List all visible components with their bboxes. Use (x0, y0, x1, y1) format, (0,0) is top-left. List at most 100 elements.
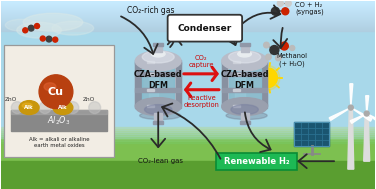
Ellipse shape (52, 21, 94, 35)
Circle shape (276, 55, 281, 61)
Bar (2, 17, 374, 18)
Circle shape (265, 54, 271, 60)
Ellipse shape (222, 51, 267, 71)
Circle shape (364, 111, 369, 116)
Text: ZnO: ZnO (83, 97, 95, 102)
Bar (2, 131, 374, 133)
Polygon shape (351, 108, 372, 121)
Bar (153, 122, 163, 125)
Text: Alk = alkali or alkaline
earth metal oxides: Alk = alkali or alkaline earth metal oxi… (29, 136, 89, 148)
Circle shape (270, 46, 279, 54)
Bar (2, 137, 374, 139)
Circle shape (35, 23, 39, 29)
Bar (233, 105, 240, 107)
Bar (2, 13, 374, 14)
Bar (294, 122, 329, 146)
Circle shape (277, 0, 283, 6)
Bar (147, 105, 154, 107)
Bar (2, 11, 374, 12)
Bar (153, 43, 163, 46)
Ellipse shape (238, 51, 252, 57)
Polygon shape (366, 96, 369, 114)
Bar (2, 10, 374, 11)
Bar (2, 19, 374, 20)
FancyBboxPatch shape (168, 15, 242, 42)
Text: Alk: Alk (58, 105, 68, 110)
Bar (233, 61, 240, 63)
Bar (2, 139, 374, 141)
Bar (240, 43, 250, 46)
Bar (222, 62, 227, 106)
Bar (176, 62, 181, 106)
Bar (2, 16, 374, 17)
Bar (2, 22, 374, 23)
Text: CO + H₂
(syngas): CO + H₂ (syngas) (295, 2, 324, 15)
Bar (135, 104, 181, 108)
Polygon shape (329, 108, 351, 120)
Bar (222, 88, 267, 92)
Bar (2, 8, 374, 9)
Ellipse shape (135, 98, 181, 115)
Polygon shape (350, 84, 353, 108)
Bar (2, 139, 374, 189)
Bar (240, 122, 250, 125)
Bar (294, 122, 329, 146)
Text: Condenser: Condenser (178, 24, 232, 33)
Bar (241, 44, 249, 52)
Bar (2, 129, 374, 131)
Bar (2, 26, 374, 27)
Ellipse shape (142, 51, 174, 63)
FancyBboxPatch shape (216, 153, 297, 170)
Bar (2, 2, 374, 3)
Bar (233, 73, 240, 75)
Bar (2, 18, 374, 19)
Text: Alk: Alk (24, 105, 34, 110)
Bar (222, 60, 267, 64)
Bar (229, 68, 261, 99)
Circle shape (282, 8, 289, 15)
Circle shape (28, 25, 34, 31)
Bar (2, 28, 374, 29)
Circle shape (67, 102, 79, 114)
Bar (2, 133, 374, 135)
Bar (2, 29, 374, 30)
Ellipse shape (226, 112, 267, 119)
Bar (147, 89, 154, 91)
Bar (135, 88, 181, 92)
Bar (11, 110, 106, 114)
Bar (2, 27, 374, 28)
Text: Renewable H₂: Renewable H₂ (224, 157, 289, 166)
Circle shape (89, 102, 101, 114)
Bar (2, 7, 374, 8)
Bar (154, 44, 162, 52)
Polygon shape (367, 114, 376, 124)
Bar (2, 5, 374, 6)
Circle shape (264, 42, 269, 48)
Circle shape (46, 36, 52, 42)
Circle shape (53, 37, 58, 42)
Bar (2, 23, 374, 24)
Bar (142, 68, 174, 99)
Ellipse shape (135, 51, 181, 71)
Bar (2, 141, 374, 143)
Text: ZnO: ZnO (5, 97, 17, 102)
Text: CO₂-lean gas: CO₂-lean gas (138, 158, 183, 164)
Ellipse shape (44, 83, 56, 91)
Bar (135, 60, 181, 64)
Bar (135, 62, 181, 106)
Bar (222, 104, 267, 108)
Bar (2, 4, 374, 5)
Circle shape (290, 46, 295, 50)
Ellipse shape (139, 112, 181, 119)
Ellipse shape (229, 51, 261, 63)
Bar (241, 113, 249, 122)
Bar (2, 3, 374, 4)
Circle shape (348, 105, 353, 110)
Bar (2, 14, 374, 15)
Ellipse shape (53, 101, 73, 115)
Circle shape (39, 102, 51, 114)
Ellipse shape (152, 51, 165, 57)
Circle shape (23, 28, 28, 33)
Bar (2, 20, 374, 21)
Polygon shape (350, 114, 367, 123)
